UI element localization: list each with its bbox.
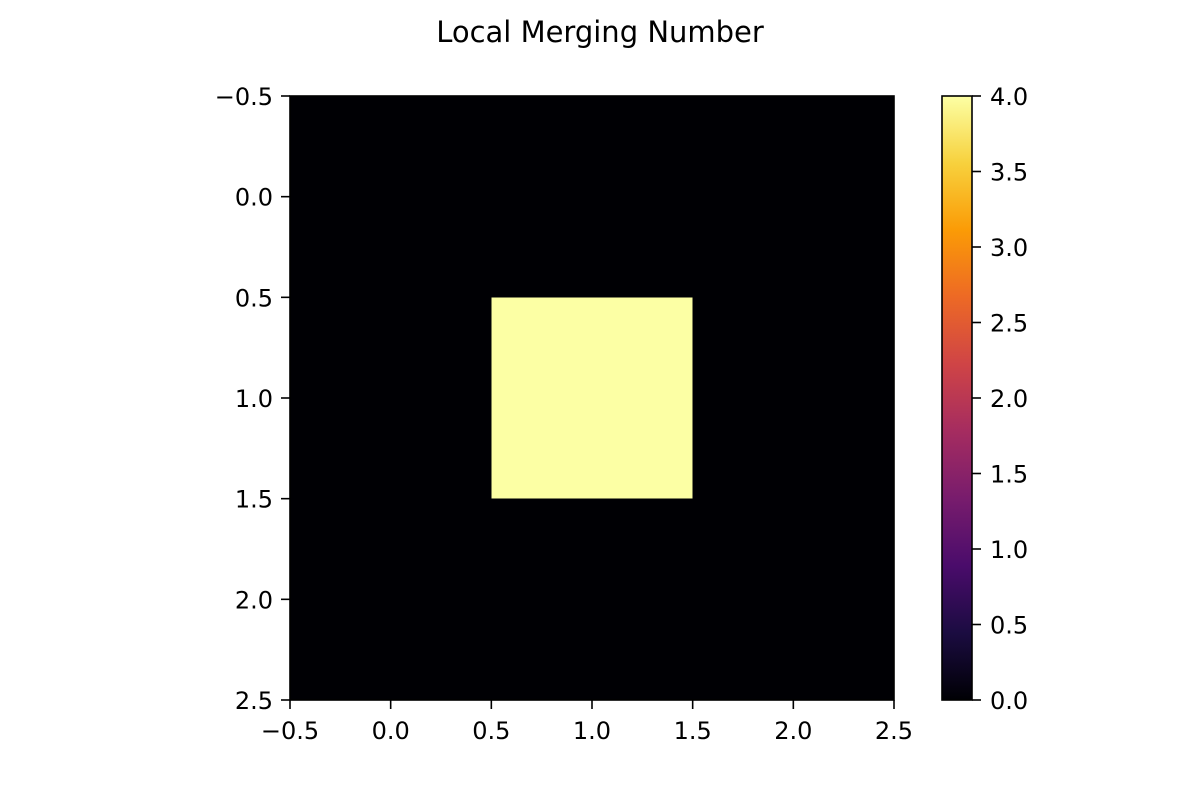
heatmap-cell xyxy=(692,498,894,700)
heatmap-cell xyxy=(290,96,492,298)
colorbar-tick-label: 2.0 xyxy=(990,385,1028,413)
y-axis: −0.5 0.0 0.5 1.0 1.5 2.0 2.5 xyxy=(215,83,290,715)
x-tick-label: 1.0 xyxy=(573,717,611,745)
y-tick-label: 0.5 xyxy=(235,284,273,312)
chart-title: Local Merging Number xyxy=(436,15,764,49)
y-tick-label: 1.0 xyxy=(235,385,273,413)
colorbar-tick-label: 2.5 xyxy=(990,310,1028,338)
x-tick-label: 0.0 xyxy=(372,717,410,745)
heatmap-cell xyxy=(491,96,693,298)
heatmap-cell xyxy=(491,297,693,499)
colorbar-tick-label: 3.5 xyxy=(990,159,1028,187)
colorbar-tick-label: 4.0 xyxy=(990,83,1028,111)
x-tick-label: 2.0 xyxy=(774,717,812,745)
y-tick-label: 2.0 xyxy=(235,586,273,614)
colorbar-tick-label: 1.5 xyxy=(990,461,1028,489)
colorbar-tick-label: 3.0 xyxy=(990,234,1028,262)
colorbar-tick-label: 0.5 xyxy=(990,612,1028,640)
y-tick-label: 2.5 xyxy=(235,687,273,715)
colorbar-tick-label: 1.0 xyxy=(990,536,1028,564)
x-tick-label: −0.5 xyxy=(261,717,319,745)
heatmap-cell xyxy=(290,498,492,700)
y-tick-label: 1.5 xyxy=(235,486,273,514)
x-tick-label: 0.5 xyxy=(472,717,510,745)
heatmap-cell xyxy=(290,297,492,499)
colorbar xyxy=(942,96,972,700)
x-tick-label: 2.5 xyxy=(875,717,913,745)
y-tick-label: 0.0 xyxy=(235,184,273,212)
colorbar-axis: 0.0 0.5 1.0 1.5 2.0 2.5 3.0 3.5 4.0 xyxy=(972,83,1028,715)
x-axis: −0.5 0.0 0.5 1.0 1.5 2.0 2.5 xyxy=(261,700,913,745)
heatmap-cell xyxy=(692,297,894,499)
colorbar-tick-label: 0.0 xyxy=(990,687,1028,715)
heatmap-cell xyxy=(692,96,894,298)
heatmap-cells xyxy=(290,96,894,700)
x-tick-label: 1.5 xyxy=(674,717,712,745)
heatmap-cell xyxy=(491,498,693,700)
y-tick-label: −0.5 xyxy=(215,83,273,111)
